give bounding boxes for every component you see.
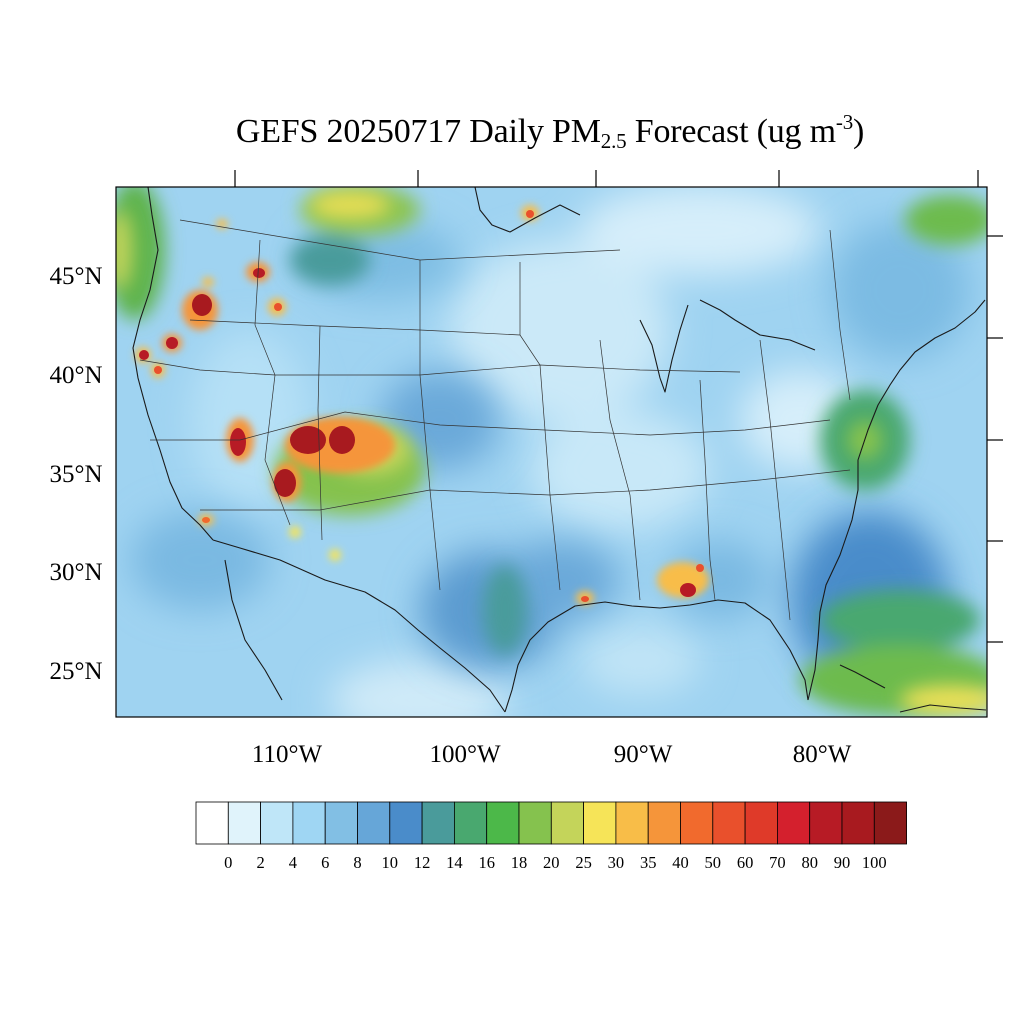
plume-louisiana-coast: [581, 596, 589, 602]
colorbar-swatch: [744, 801, 778, 845]
colorbar-swatch: [421, 801, 455, 845]
plume-four-corners-west: [290, 426, 326, 454]
lat-label-45: 45°N: [49, 263, 102, 290]
lat-label-35: 35°N: [49, 461, 102, 488]
colorbar-label: 12: [414, 853, 431, 872]
tick-marks: [234, 170, 1003, 643]
colorbar-label: 80: [801, 853, 818, 872]
plume-california-north: [139, 350, 149, 360]
colorbar-swatch: [809, 801, 843, 845]
colorbar-swatch: [518, 801, 552, 845]
title-suffix: ): [853, 113, 865, 150]
plume-oregon-central: [166, 337, 178, 349]
colorbar-label: 16: [478, 853, 495, 872]
colorbar-swatch: [227, 801, 262, 845]
title-prefix: GEFS 20250717 Daily PM: [235, 113, 601, 150]
colorbar-swatch: [777, 801, 811, 845]
colorbar-swatch: [486, 801, 520, 845]
colorbar-label: 100: [862, 853, 887, 872]
lat-label-40: 40°N: [49, 362, 102, 389]
colorbar-swatch: [550, 801, 584, 845]
colorbar-swatch: [680, 801, 714, 845]
plume-gulf-coast-alabama: [680, 583, 696, 597]
longitude-labels: 110°W 100°W 90°W 80°W: [252, 741, 852, 768]
colorbar-label: 8: [353, 853, 361, 872]
colorbar-label: 40: [672, 853, 689, 872]
colorbar-label: 4: [289, 853, 297, 872]
plume-lake-superior-north: [526, 210, 534, 218]
colorbar-swatch: [453, 801, 488, 845]
colorbar-label: 30: [608, 853, 625, 872]
colorbar-swatch: [260, 801, 294, 845]
plume-nevada-south: [230, 428, 246, 456]
title-subscript: 2.5: [600, 129, 627, 153]
lat-label-30: 30°N: [49, 559, 102, 586]
pm25-field: [116, 187, 987, 717]
colorbar-label: 18: [511, 853, 528, 872]
colorbar-swatch: [357, 801, 391, 845]
colorbar-label: 20: [543, 853, 560, 872]
title-middle: Forecast (ug m: [626, 113, 836, 150]
plume-arizona-north: [274, 469, 296, 497]
colorbar-label: 14: [446, 853, 463, 872]
colorbar-label: 35: [640, 853, 657, 872]
map-frame: [115, 186, 988, 718]
colorbar-label: 50: [705, 853, 722, 872]
lon-label-90: 90°W: [614, 741, 673, 768]
map-title: GEFS 20250717 Daily PM2.5 Forecast (ug m…: [0, 110, 1024, 153]
lon-label-100: 100°W: [429, 741, 500, 768]
colorbar-label: 6: [321, 853, 329, 872]
colorbar-swatch: [292, 801, 326, 845]
colorbar-swatch: [583, 801, 617, 845]
lon-label-110: 110°W: [252, 741, 323, 768]
colorbar-swatch: [712, 801, 746, 845]
colorbar-swatch: [324, 801, 358, 845]
colorbar-swatch: [389, 801, 423, 845]
plume-four-corners-east: [329, 426, 355, 454]
colorbar-swatch: [195, 801, 229, 845]
coastlines: [132, 187, 987, 713]
colorbar-label: 0: [224, 853, 232, 872]
state-borders: [139, 219, 851, 621]
colorbar-swatch: [873, 801, 907, 845]
latitude-labels: 45°N 40°N 35°N 30°N 25°N: [49, 263, 102, 685]
colorbar-label: 60: [737, 853, 754, 872]
colorbar-label: 2: [256, 853, 264, 872]
colorbar-label: 10: [382, 853, 399, 872]
title-superscript: -3: [835, 110, 853, 134]
colorbar: 0 2 4 6 8 10 12 14 16 18 20 25 30 35 40 50 60 70 80 90 100: [195, 801, 907, 872]
colorbar-swatch: [647, 801, 681, 845]
lon-label-80: 80°W: [793, 741, 852, 768]
colorbar-label: 25: [575, 853, 592, 872]
plume-idaho-north: [192, 294, 212, 316]
colorbar-label: 90: [834, 853, 851, 872]
colorbar-swatch: [841, 801, 875, 845]
plume-montana-west: [253, 268, 265, 278]
colorbar-label: 70: [769, 853, 786, 872]
colorbar-swatch: [615, 801, 649, 845]
lat-label-25: 25°N: [49, 658, 102, 685]
